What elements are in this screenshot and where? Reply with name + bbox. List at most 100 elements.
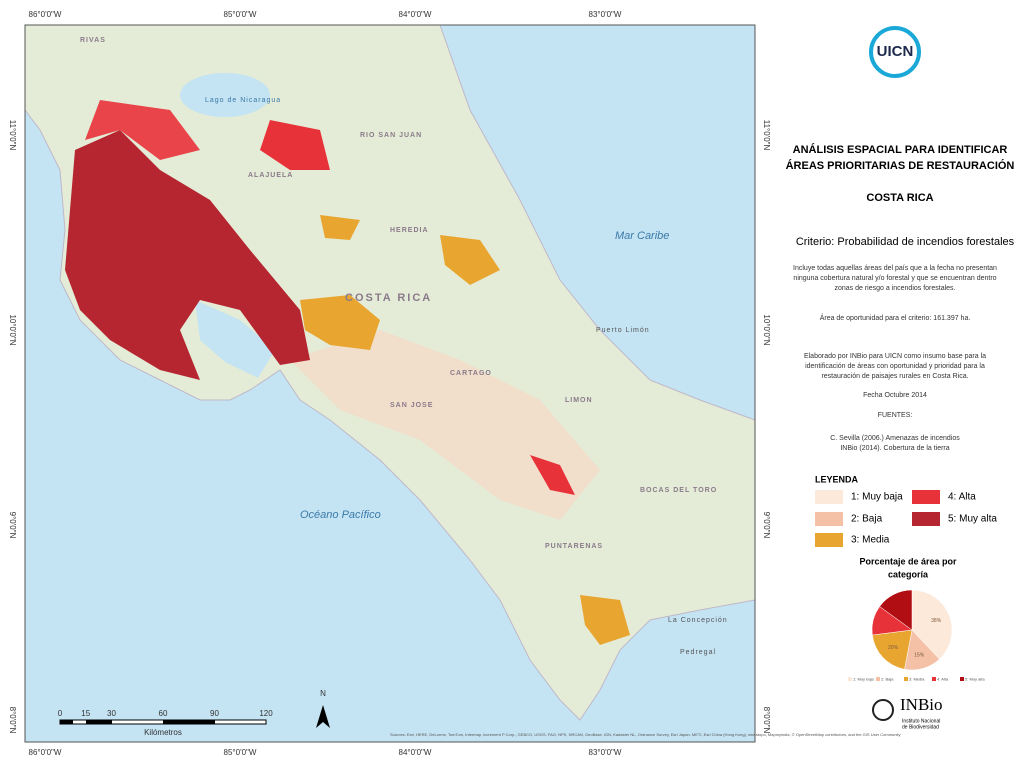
zone-medium xyxy=(580,595,630,645)
map-label: CARTAGO xyxy=(450,370,492,377)
zone-high xyxy=(85,100,200,160)
legend-swatch xyxy=(912,490,940,504)
scale-seg xyxy=(60,720,73,724)
pie-label: 20% xyxy=(888,645,899,651)
sources-title: FUENTES: xyxy=(878,412,913,419)
coord-label: 9°0'0"N xyxy=(762,512,771,539)
coord-label: 9°0'0"N xyxy=(8,512,17,539)
legend-swatch xyxy=(912,512,940,526)
zone-medium xyxy=(300,295,380,350)
legend-label: 2: Baja xyxy=(851,514,883,525)
logo: UICN xyxy=(877,43,914,60)
pie-label: 15% xyxy=(914,652,925,658)
map-label: La Concepción xyxy=(668,617,728,624)
criterion: Criterio: Probabilidad de incendios fore… xyxy=(796,236,1015,248)
country: COSTA RICA xyxy=(866,192,933,204)
zone-low xyxy=(290,330,600,520)
area: Área de oportunidad para el criterio: 16… xyxy=(820,313,971,322)
pie-title: Porcentaje de área por xyxy=(859,556,957,566)
legend-swatch xyxy=(815,490,843,504)
pie-slice xyxy=(879,589,913,631)
pie-slice xyxy=(911,589,953,660)
map-label: SAN JOSE xyxy=(390,402,433,409)
coord-label: 85°0'0"W xyxy=(224,748,257,757)
coord-label: 10°0'0"N xyxy=(8,314,17,345)
pie-legend-label: 3: Media xyxy=(909,677,925,682)
coord-label: 85°0'0"W xyxy=(224,10,257,19)
map-label: BOCAS DEL TORO xyxy=(640,487,717,494)
inbio-logo xyxy=(872,699,894,721)
coord-label: 11°0'0"N xyxy=(762,120,771,151)
coord-label: 83°0'0"W xyxy=(589,748,622,757)
credit: restauración de paisajes rurales en Cost… xyxy=(821,373,968,380)
scale-seg xyxy=(86,720,112,724)
pie-legend-swatch xyxy=(960,677,964,681)
inbio-sub: de Biodiversidad xyxy=(902,724,939,730)
pie-label: 38% xyxy=(931,618,942,624)
zone-high xyxy=(530,455,575,495)
legend-swatch xyxy=(815,533,843,547)
scale-tick-label: 30 xyxy=(107,709,116,718)
north-arrow xyxy=(316,705,330,728)
map-label: HEREDIA xyxy=(390,227,429,234)
scale-unit: Kilómetros xyxy=(144,728,182,737)
coord-label: 83°0'0"W xyxy=(589,10,622,19)
coord-label: 10°0'0"N xyxy=(762,314,771,345)
pie-legend-label: 5: Muy alta xyxy=(965,677,985,682)
description: Incluye todas aquellas áreas del país qu… xyxy=(793,265,997,272)
pie-title: categoría xyxy=(888,569,929,579)
panel-title: ANÁLISIS ESPACIAL PARA IDENTIFICAR xyxy=(793,143,1008,156)
pie-legend-swatch xyxy=(876,677,880,681)
pie-legend-swatch xyxy=(932,677,936,681)
pie-legend-label: 4: Alta xyxy=(937,677,949,682)
map-label: Puerto Limón xyxy=(596,327,650,334)
gulf xyxy=(195,300,275,378)
north-label: N xyxy=(320,689,326,698)
zone-medium xyxy=(440,235,500,285)
zone-medium xyxy=(320,215,360,240)
pie-legend-swatch xyxy=(904,677,908,681)
legend-label: 5: Muy alta xyxy=(948,514,997,525)
pie-slice xyxy=(872,629,913,670)
scale-seg xyxy=(163,720,215,724)
scale-tick-label: 60 xyxy=(159,709,168,718)
date: Fecha Octubre 2014 xyxy=(863,392,927,399)
pie-legend-label: 2: Baja xyxy=(881,677,894,682)
map-label: LIMON xyxy=(565,397,593,404)
inbio: INBio xyxy=(900,695,943,714)
coord-label: 8°0'0"N xyxy=(762,707,771,734)
coord-label: 84°0'0"W xyxy=(399,748,432,757)
scale-tick-label: 15 xyxy=(81,709,90,718)
map-label: Mar Caribe xyxy=(615,230,669,242)
zone-high xyxy=(260,120,330,170)
scale-tick-label: 0 xyxy=(58,709,63,718)
credit: Elaborado por INBio para UICN como insum… xyxy=(804,353,986,360)
description: zonas de riesgo a incendios forestales. xyxy=(834,285,955,292)
coord-label: 86°0'0"W xyxy=(29,748,62,757)
map-frame xyxy=(24,24,756,743)
coord-label: 84°0'0"W xyxy=(399,10,432,19)
map-label: RIO SAN JUAN xyxy=(360,132,422,139)
legend-title: LEYENDA xyxy=(815,474,859,484)
scale-tick-label: 120 xyxy=(259,709,273,718)
coord-label: 8°0'0"N xyxy=(8,707,17,734)
attribution: Sources: Esri, HERE, DeLorme, TomTom, In… xyxy=(390,732,900,737)
pie-legend-label: 1: Muy baja xyxy=(853,677,874,682)
panel-title: ÁREAS PRIORITARIAS DE RESTAURACIÓN xyxy=(786,159,1015,172)
map-label: Océano Pacífico xyxy=(300,509,381,521)
map-label: ALAJUELA xyxy=(248,172,293,179)
legend-label: 1: Muy baja xyxy=(851,492,903,503)
map-label: COSTA RICA xyxy=(345,292,432,304)
scale-tick-label: 90 xyxy=(210,709,219,718)
lake xyxy=(180,73,270,117)
scale-bar: Kilómetros xyxy=(59,719,267,737)
source: INBio (2014). Cobertura de la tierra xyxy=(840,445,949,452)
legend-swatch xyxy=(815,512,843,526)
zone-very-high xyxy=(65,130,310,380)
legend-label: 4: Alta xyxy=(948,492,976,503)
logo-ring xyxy=(869,26,921,78)
legend-label: 3: Media xyxy=(851,535,890,546)
map-label: RIVAS xyxy=(80,37,106,44)
